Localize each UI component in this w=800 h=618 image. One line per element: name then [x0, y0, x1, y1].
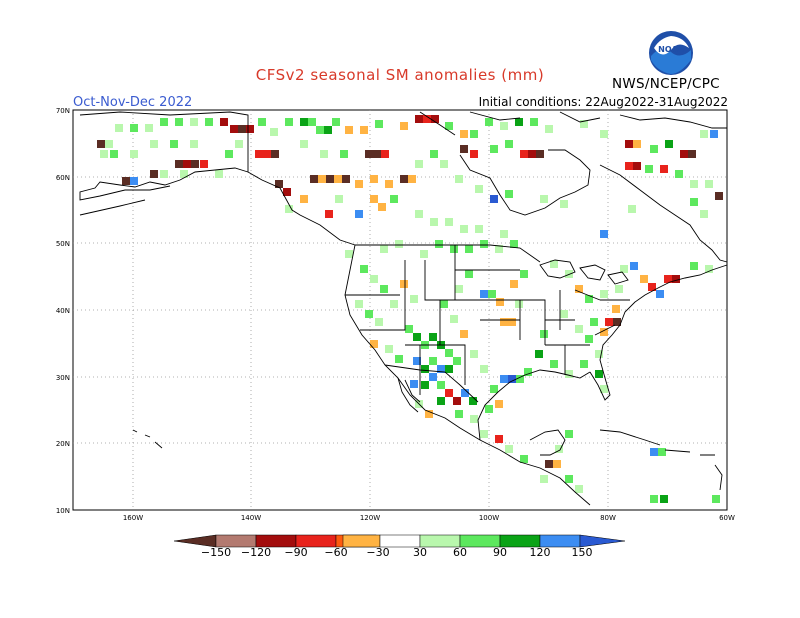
coastlines — [79, 111, 728, 506]
initial-conditions: Initial conditions: 22Aug2022-31Aug2022 — [478, 95, 728, 109]
lat-label: 40N — [56, 307, 70, 315]
colorbar-label: 60 — [453, 546, 467, 559]
colorbar-label: −30 — [366, 546, 389, 559]
lat-labels: 70N 60N 50N 40N 30N 20N 10N — [56, 107, 70, 515]
colorbar-label: 120 — [530, 546, 551, 559]
lon-label: 160W — [123, 514, 143, 522]
colorbar-label: −90 — [284, 546, 307, 559]
lon-label: 140W — [241, 514, 261, 522]
colorbar-label: −60 — [324, 546, 347, 559]
colorbar-high-arrow — [579, 534, 626, 548]
forecast-period: Oct-Nov-Dec 2022 — [73, 95, 193, 110]
colorbar-label: 90 — [493, 546, 507, 559]
lat-label: 30N — [56, 374, 70, 382]
lon-label: 60W — [719, 514, 735, 522]
colorbar-label: 150 — [572, 546, 593, 559]
lat-label: 60N — [56, 174, 70, 182]
lat-label: 50N — [56, 240, 70, 248]
noaa-logo-icon: NOAA — [649, 31, 693, 75]
map-title: CFSv2 seasonal SM anomalies (mm) — [255, 66, 545, 84]
lat-label: 20N — [56, 440, 70, 448]
colorbar-label: −120 — [241, 546, 271, 559]
agency-label: NWS/NCEP/CPC — [612, 76, 720, 92]
lon-label: 100W — [479, 514, 499, 522]
noaa-logo-text: NOAA — [658, 45, 684, 54]
lon-labels: 160W 140W 120W 100W 80W 60W — [123, 514, 735, 522]
lat-label: 10N — [56, 507, 70, 515]
colorbar-label: −150 — [201, 546, 231, 559]
anomaly-cells — [97, 115, 723, 503]
lat-label: 70N — [56, 107, 70, 115]
lon-label: 120W — [360, 514, 380, 522]
lon-label: 80W — [600, 514, 616, 522]
colorbar: −150 −120 −90 −60 −30 30 60 90 120 150 — [173, 534, 626, 559]
colorbar-label: 30 — [413, 546, 427, 559]
